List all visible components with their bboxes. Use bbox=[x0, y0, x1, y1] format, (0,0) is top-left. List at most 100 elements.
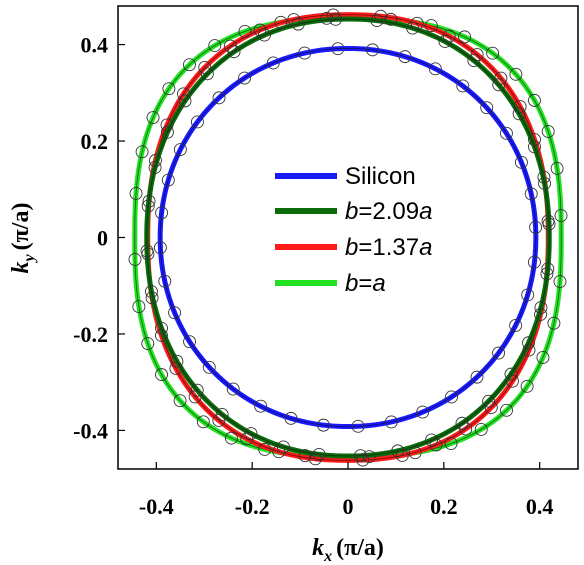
data-point-silicon bbox=[173, 143, 187, 157]
data-point-silicon bbox=[384, 415, 398, 429]
data-point-silicon bbox=[445, 390, 458, 404]
data-point-b-a bbox=[128, 252, 142, 266]
data-point-b-1-37a bbox=[410, 16, 424, 30]
x-tick-label: 0 bbox=[343, 494, 354, 519]
data-point-b-2-09a bbox=[455, 416, 469, 430]
data-point-silicon bbox=[158, 274, 172, 288]
data-point-b-1-37a bbox=[155, 328, 168, 342]
x-tick-label: 0.2 bbox=[430, 494, 458, 519]
data-point-b-a bbox=[509, 67, 523, 81]
data-point-silicon bbox=[190, 115, 204, 129]
data-point-b-a bbox=[384, 12, 398, 26]
data-point-silicon bbox=[416, 405, 430, 419]
data-point-silicon bbox=[284, 411, 298, 425]
data-point-b-a bbox=[258, 442, 272, 456]
data-point-silicon bbox=[317, 418, 330, 432]
series-line-outline-silicon bbox=[159, 48, 537, 427]
x-tick-label: -0.4 bbox=[139, 494, 174, 519]
data-point-b-a bbox=[474, 422, 488, 436]
data-point-b-a bbox=[196, 415, 210, 429]
data-point-b-1-37a bbox=[513, 100, 527, 114]
curves-group bbox=[132, 12, 564, 463]
data-point-b-1-37a bbox=[540, 267, 554, 281]
data-point-b-a bbox=[528, 93, 541, 107]
data-point-silicon bbox=[524, 187, 538, 201]
x-tick-label: -0.2 bbox=[235, 494, 270, 519]
data-point-b-1-37a bbox=[395, 449, 409, 462]
data-point-b-1-37a bbox=[484, 401, 498, 415]
data-point-b-1-37a bbox=[534, 308, 547, 321]
data-point-silicon bbox=[212, 91, 226, 105]
data-point-silicon bbox=[529, 220, 543, 234]
data-point-b-a bbox=[362, 450, 376, 464]
x-ticks-group: -0.4 -0.2 0 0.2 0.4 bbox=[139, 462, 553, 519]
data-point-b-a bbox=[129, 186, 143, 200]
data-point-b-2-09a bbox=[353, 449, 367, 463]
data-point-b-2-09a bbox=[534, 301, 548, 315]
data-point-silicon bbox=[153, 241, 167, 255]
x-tick-label: 0.4 bbox=[526, 494, 554, 519]
data-point-b-a bbox=[424, 19, 438, 33]
data-point-b-a bbox=[554, 209, 568, 223]
data-point-silicon bbox=[298, 46, 312, 60]
data-point-b-1-37a bbox=[287, 13, 301, 26]
series-line-outline-b-2-09a bbox=[146, 18, 550, 457]
data-point-b-1-37a bbox=[528, 133, 541, 147]
data-point-b-1-37a bbox=[169, 362, 183, 375]
data-point-b-2-09a bbox=[512, 107, 526, 121]
data-point-b-2-09a bbox=[406, 21, 420, 35]
data-point-b-a bbox=[520, 379, 534, 393]
data-point-b-a bbox=[162, 82, 176, 96]
data-point-b-2-09a bbox=[144, 285, 158, 298]
data-point-b-a bbox=[541, 124, 555, 138]
data-point-b-a bbox=[132, 300, 146, 314]
data-point-b-2-09a bbox=[200, 67, 214, 81]
legend-label-b-a: b=a bbox=[345, 270, 386, 297]
legend-label-silicon: Silicon bbox=[345, 163, 416, 190]
data-point-b-a bbox=[238, 25, 252, 38]
data-point-b-2-09a bbox=[492, 78, 506, 92]
data-point-b-2-09a bbox=[178, 94, 192, 108]
data-point-b-1-37a bbox=[188, 390, 202, 404]
data-point-b-a bbox=[274, 15, 288, 29]
data-point-b-2-09a bbox=[528, 140, 541, 154]
data-point-b-a bbox=[208, 39, 222, 53]
data-point-b-2-09a bbox=[438, 35, 452, 48]
data-point-b-2-09a bbox=[190, 383, 204, 397]
data-point-b-a bbox=[298, 449, 312, 463]
legend-label-b-1-37a: b=1.37a bbox=[345, 234, 432, 261]
data-point-b-1-37a bbox=[272, 445, 286, 459]
data-point-b-a bbox=[146, 111, 160, 124]
y-tick-label: 0 bbox=[97, 226, 108, 251]
data-point-silicon bbox=[428, 62, 442, 76]
data-point-b-a bbox=[444, 437, 458, 450]
data-point-silicon bbox=[266, 56, 280, 70]
data-point-b-1-37a bbox=[308, 452, 322, 466]
data-point-b-1-37a bbox=[537, 170, 551, 184]
data-point-b-1-37a bbox=[429, 438, 443, 452]
data-point-b-2-09a bbox=[522, 336, 536, 350]
x-axis-label: kx (π/a) bbox=[312, 535, 384, 565]
data-point-b-a bbox=[155, 368, 168, 382]
data-point-b-2-09a bbox=[538, 177, 551, 190]
data-point-silicon bbox=[155, 206, 169, 220]
y-tick-label: -0.2 bbox=[73, 322, 108, 347]
data-point-b-2-09a bbox=[155, 321, 168, 335]
data-point-b-a bbox=[183, 58, 196, 72]
data-point-b-1-37a bbox=[212, 414, 226, 427]
data-point-b-2-09a bbox=[312, 447, 326, 461]
y-tick-label: 0.2 bbox=[81, 129, 109, 154]
data-point-silicon bbox=[331, 42, 345, 56]
data-point-silicon bbox=[492, 346, 506, 360]
data-point-silicon bbox=[366, 43, 379, 57]
data-point-b-1-37a bbox=[177, 87, 190, 101]
data-point-silicon bbox=[514, 155, 528, 169]
data-point-b-a bbox=[224, 431, 238, 445]
data-point-b-2-09a bbox=[391, 444, 405, 458]
data-point-b-a bbox=[458, 30, 472, 44]
data-point-silicon bbox=[499, 126, 513, 140]
data-point-b-2-09a bbox=[227, 45, 241, 59]
data-point-silicon bbox=[161, 173, 175, 187]
data-point-b-1-37a bbox=[160, 118, 174, 132]
